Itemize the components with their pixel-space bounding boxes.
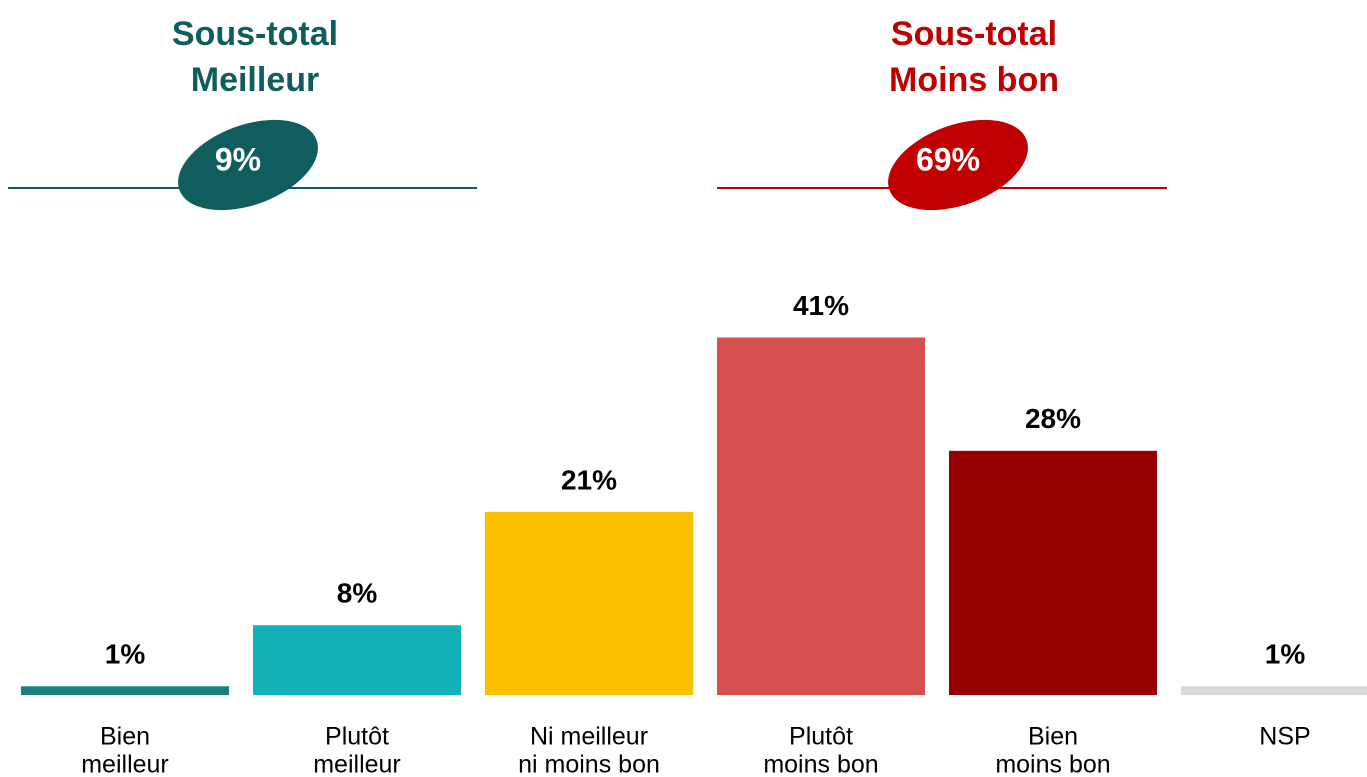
value-label: 41% <box>793 290 849 321</box>
subtotal-title: Meilleur <box>191 61 319 99</box>
value-label: 28% <box>1025 403 1081 434</box>
bar <box>253 625 461 695</box>
x-tick-label: meilleur <box>313 751 401 777</box>
x-tick-label: moins bon <box>763 751 878 777</box>
subtotal-value: 69% <box>916 141 980 177</box>
x-tick-label: ni moins bon <box>518 751 660 777</box>
subtotal-badge <box>178 119 318 211</box>
x-tick-label: Plutôt <box>789 723 853 751</box>
x-tick-label: moins bon <box>995 751 1110 777</box>
x-tick-label: meilleur <box>81 751 169 777</box>
x-tick-label: Plutôt <box>325 723 389 751</box>
value-label: 1% <box>1265 639 1306 670</box>
x-tick-label: Bien <box>1028 723 1078 751</box>
x-tick-label: NSP <box>1259 723 1310 751</box>
bar <box>949 450 1157 695</box>
subtotal-badge <box>888 119 1028 211</box>
subtotal-title: Moins bon <box>889 61 1059 99</box>
value-label: 21% <box>561 464 617 495</box>
bar <box>485 511 693 695</box>
bar <box>21 686 229 695</box>
value-label: 8% <box>337 578 378 609</box>
bar <box>1181 686 1367 695</box>
subtotal-title: Sous-total <box>891 15 1057 53</box>
x-tick-label: Ni meilleur <box>530 723 648 751</box>
subtotal-title: Sous-total <box>172 15 338 53</box>
value-label: 1% <box>105 639 146 670</box>
subtotal-value: 9% <box>215 141 261 177</box>
bar <box>717 337 925 695</box>
x-tick-label: Bien <box>100 723 150 751</box>
